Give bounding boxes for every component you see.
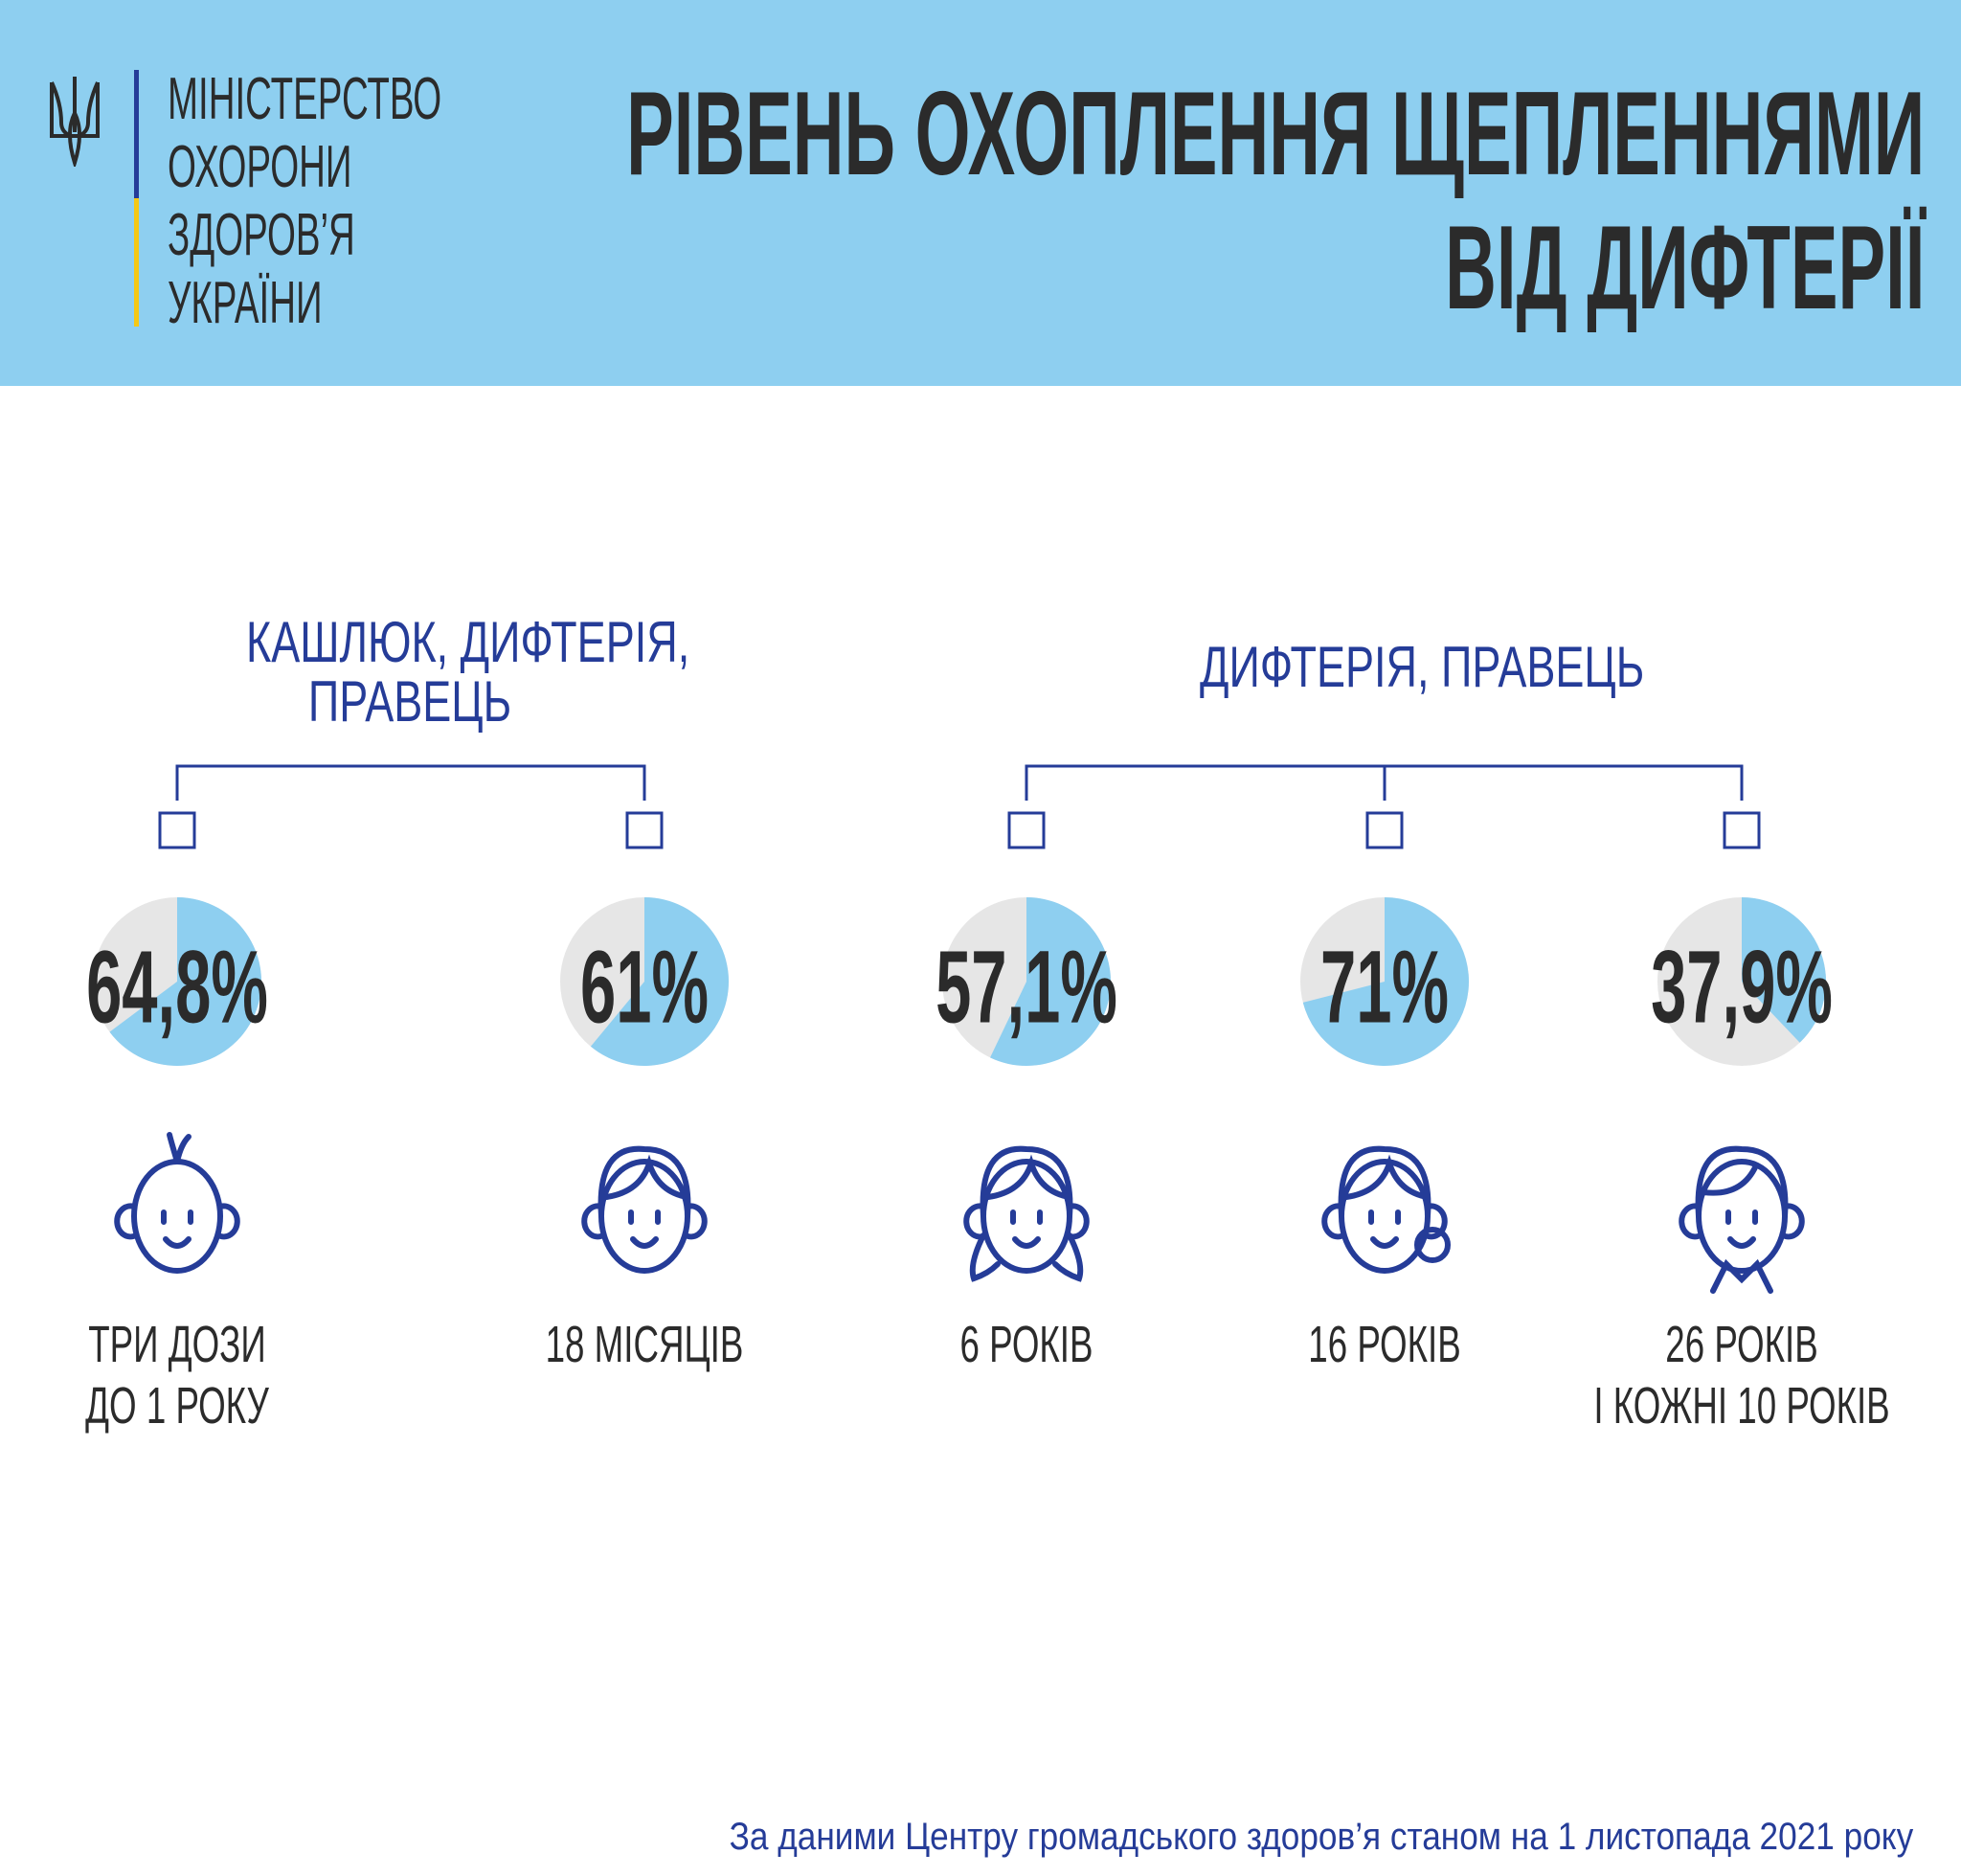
checkbox-square — [1007, 811, 1046, 849]
group-title-line: ПРАВЕЦЬ — [307, 669, 512, 734]
checkbox-square — [158, 811, 196, 849]
ministry-line: МІНІСТЕРСТВО — [168, 66, 442, 132]
page-title: РІВЕНЬ ОХОПЛЕННЯ ЩЕПЛЕННЯМИ ВІД ДИФТЕРІЇ — [0, 67, 1925, 335]
title-line: РІВЕНЬ ОХОПЛЕННЯ ЩЕПЛЕННЯМИ — [625, 68, 1925, 200]
ministry-line: ЗДОРОВ’Я — [168, 202, 355, 268]
age-caption-line: ДО 1 РОКУ — [85, 1377, 269, 1435]
trident-emblem-icon — [50, 77, 100, 167]
age-caption: 6 РОКІВ — [960, 1314, 1093, 1375]
title-line: ВІД ДИФТЕРІЇ — [1444, 202, 1925, 334]
ministry-line: УКРАЇНИ — [168, 270, 323, 336]
checkbox-square — [625, 811, 664, 849]
age-caption-line: 26 РОКІВ — [1665, 1316, 1818, 1373]
age-caption: ТРИ ДОЗИ ДО 1 РОКУ — [85, 1314, 269, 1436]
age-caption-line: 16 РОКІВ — [1308, 1316, 1461, 1373]
age-caption: 26 РОКІВ І КОЖНІ 10 РОКІВ — [1593, 1314, 1889, 1436]
pie-slice-covered — [990, 897, 1111, 1066]
pie-slice-covered — [1742, 897, 1826, 1043]
age-caption-line: 6 РОКІВ — [959, 1316, 1093, 1373]
header-banner: МІНІСТЕРСТВО ОХОРОНИ ЗДОРОВ’Я УКРАЇНИ РІ… — [0, 0, 1961, 386]
coverage-percent-label: 64,8% — [86, 928, 268, 1045]
age-caption: 18 МІСЯЦІВ — [546, 1314, 744, 1375]
age-caption-line: 18 МІСЯЦІВ — [545, 1316, 744, 1373]
toddler-face-icon — [581, 1145, 708, 1274]
coverage-percent-label: 71% — [1319, 928, 1450, 1045]
adult-face-icon — [1679, 1145, 1805, 1294]
pie-slice-covered — [109, 897, 262, 1067]
bracket-line — [1025, 764, 1744, 801]
checkbox-square — [1365, 811, 1404, 849]
flag-divider — [134, 70, 139, 327]
girl-face-icon — [963, 1145, 1090, 1282]
bracket-line — [175, 764, 646, 801]
ministry-name: МІНІСТЕРСТВО ОХОРОНИ ЗДОРОВ’Я УКРАЇНИ — [168, 65, 441, 337]
checkbox-square — [1723, 811, 1761, 849]
coverage-percent-label: 57,1% — [935, 928, 1117, 1045]
pie-slice-covered — [1302, 897, 1469, 1067]
teen-girl-face-icon — [1321, 1145, 1451, 1274]
ministry-line: ОХОРОНИ — [168, 134, 352, 200]
group-title-diphtheria-tetanus: ДИФТЕРІЯ, ПРАВЕЦЬ — [1200, 635, 1645, 699]
pie-slice-covered — [590, 896, 730, 1066]
coverage-percent-label: 61% — [579, 928, 710, 1045]
group-title-line: ДИФТЕРІЯ, ПРАВЕЦЬ — [1200, 635, 1645, 699]
age-caption: 16 РОКІВ — [1308, 1314, 1460, 1375]
age-caption-line: ТРИ ДОЗИ — [88, 1316, 266, 1373]
coverage-percent-label: 37,9% — [1651, 928, 1833, 1045]
source-footnote: За даними Центру громадського здоров’я с… — [729, 1816, 1913, 1858]
age-caption-line: І КОЖНІ 10 РОКІВ — [1593, 1377, 1890, 1435]
baby-face-icon — [114, 1132, 240, 1274]
